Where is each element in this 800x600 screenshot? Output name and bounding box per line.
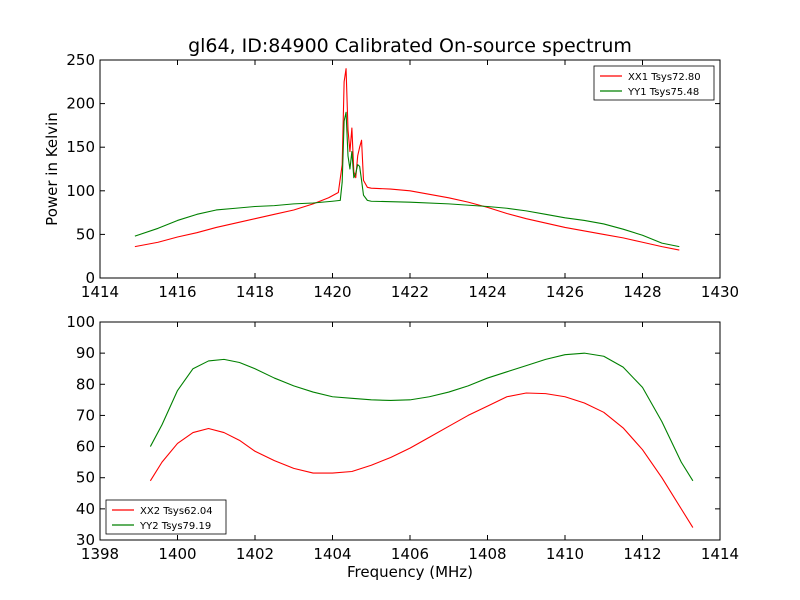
x-tick-label: 1406	[391, 545, 429, 563]
x-tick-label: 1412	[623, 545, 661, 563]
legend-label: XX2 Tsys62.04	[140, 506, 213, 517]
y-tick-label: 70	[76, 406, 95, 424]
x-axis-label: Frequency (MHz)	[347, 563, 473, 581]
bottom-plot: 1398 1400 1402 1404 1406 1408 1410 1412 1414 30 40…	[66, 313, 739, 581]
x-tick-label: 1414	[81, 283, 119, 301]
x-tick-label: 1410	[546, 545, 584, 563]
y-tick-label: 200	[66, 95, 95, 113]
series-line-2-2	[149, 352, 694, 482]
x-tick-label: 1402	[236, 545, 274, 563]
y-axis-label: Power in Kelvin	[43, 112, 61, 226]
y-tick-label: 30	[76, 531, 95, 549]
y-tick-label: 50	[76, 225, 95, 243]
y-tick-label: 50	[76, 469, 95, 487]
y-tick-label: 60	[76, 438, 95, 456]
y-tick-label: 100	[66, 313, 95, 331]
x-tick-label: 1400	[158, 545, 196, 563]
x-tick-label: 1424	[468, 283, 506, 301]
y-tick-label: 40	[76, 500, 95, 518]
series-line-2-1	[149, 392, 694, 528]
y-tick-label: 100	[66, 182, 95, 200]
series-line-1-2	[134, 111, 680, 248]
x-tick-label: 1404	[313, 545, 351, 563]
legend-label: YY1 Tsys75.48	[627, 87, 699, 98]
legend-label: XX1 Tsys72.80	[628, 72, 701, 83]
x-tick-label: 1420	[313, 283, 351, 301]
x-tick-label: 1408	[468, 545, 506, 563]
x-tick-label: 1428	[623, 283, 661, 301]
y-tick-label: 0	[85, 269, 95, 287]
legend-label: YY2 Tsys79.19	[139, 521, 211, 532]
x-tick-label: 1430	[701, 283, 739, 301]
y-tick-label: 80	[76, 375, 95, 393]
x-tick-label: 1426	[546, 283, 584, 301]
top-plot: 1414 1416 1418 1420 1422 1424 1426 1428 1430 0 50 1…	[43, 51, 739, 301]
series-line-1-1	[134, 68, 680, 251]
y-tick-label: 250	[66, 51, 95, 69]
legend-box	[105, 499, 227, 535]
x-tick-label: 1414	[701, 545, 739, 563]
y-tick-label: 150	[66, 138, 95, 156]
x-tick-label: 1398	[81, 545, 119, 563]
y-tick-label: 90	[76, 344, 95, 362]
x-tick-label: 1418	[236, 283, 274, 301]
x-tick-label: 1422	[391, 283, 429, 301]
legend-box	[593, 65, 715, 101]
figure-title: gl64, ID:84900 Calibrated On-source spec…	[188, 35, 632, 57]
x-tick-label: 1416	[158, 283, 196, 301]
